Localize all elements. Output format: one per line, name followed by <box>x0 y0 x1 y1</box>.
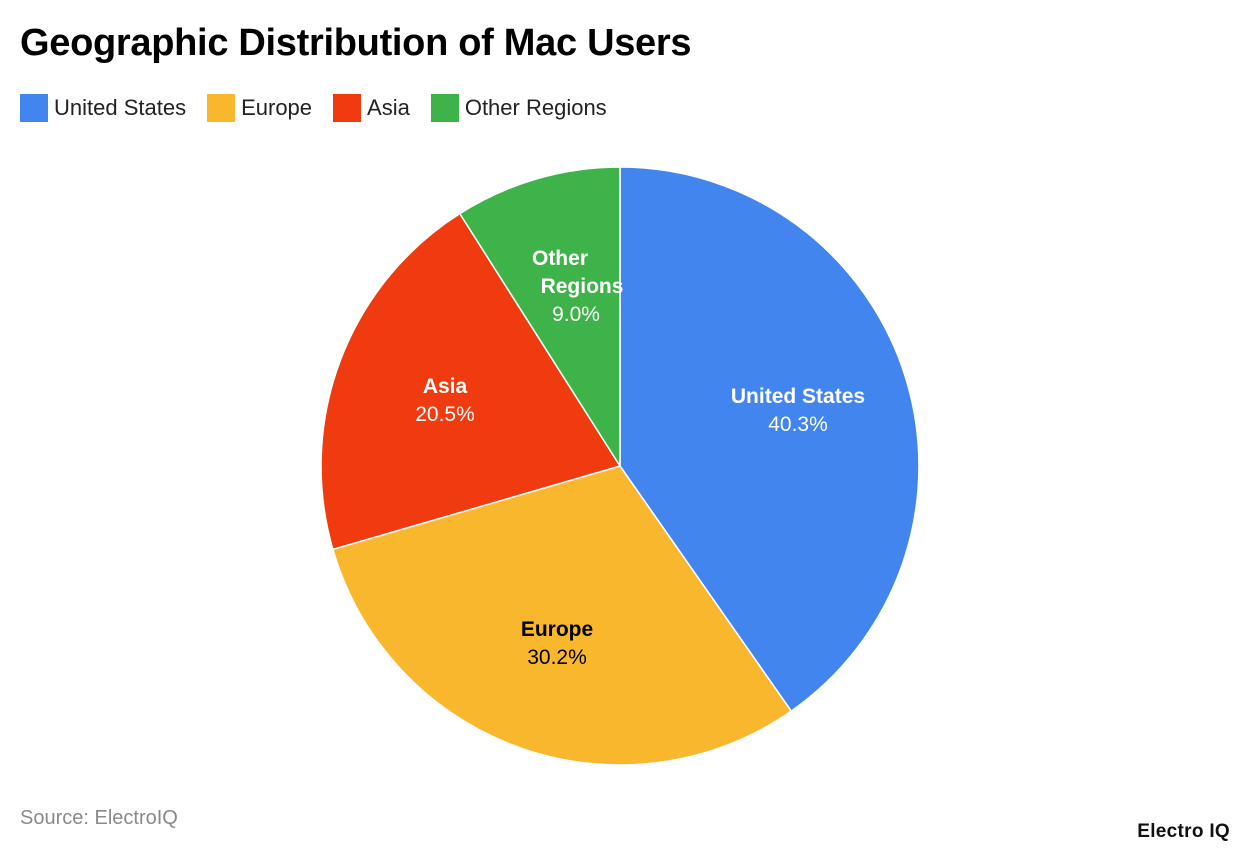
slice-label-name: Asia <box>423 375 468 398</box>
legend-label: Other Regions <box>464 95 607 120</box>
slice-asia[interactable] <box>320 212 621 551</box>
slice-other-regions[interactable] <box>459 166 621 467</box>
legend-item-united-states[interactable]: United States <box>20 94 186 122</box>
legend-item-asia[interactable]: Asia <box>333 94 410 122</box>
legend-item-europe[interactable]: Europe <box>207 94 312 122</box>
slice-label-pct: 20.5% <box>415 403 475 426</box>
legend-label: Asia <box>367 95 410 120</box>
legend-swatch-other-regions <box>430 94 459 122</box>
slice-label-name: United States <box>731 385 865 408</box>
slice-united-states[interactable] <box>619 166 920 712</box>
legend-label: United States <box>54 95 187 120</box>
slice-label-pct: 9.0% <box>552 303 600 326</box>
legend-label: Europe <box>241 95 313 120</box>
slice-label-pct: 30.2% <box>527 646 587 669</box>
slice-europe[interactable] <box>332 465 792 766</box>
slice-label-name: Regions <box>541 275 624 298</box>
legend-swatch-united-states <box>20 94 48 122</box>
source-note: Source: ElectroIQ <box>20 807 178 829</box>
slice-label-name: Other <box>532 247 588 270</box>
legend-item-other-regions[interactable]: Other Regions <box>430 94 607 122</box>
slice-label-pct: 40.3% <box>768 413 828 436</box>
slice-label-name: Europe <box>521 618 593 641</box>
brand-logo: Electro IQ <box>1137 821 1230 842</box>
legend-swatch-asia <box>333 94 362 122</box>
chart-title: Geographic Distribution of Mac Users <box>20 22 692 64</box>
legend: United States Europe Asia Other Regions <box>20 94 628 122</box>
legend-swatch-europe <box>207 94 236 122</box>
